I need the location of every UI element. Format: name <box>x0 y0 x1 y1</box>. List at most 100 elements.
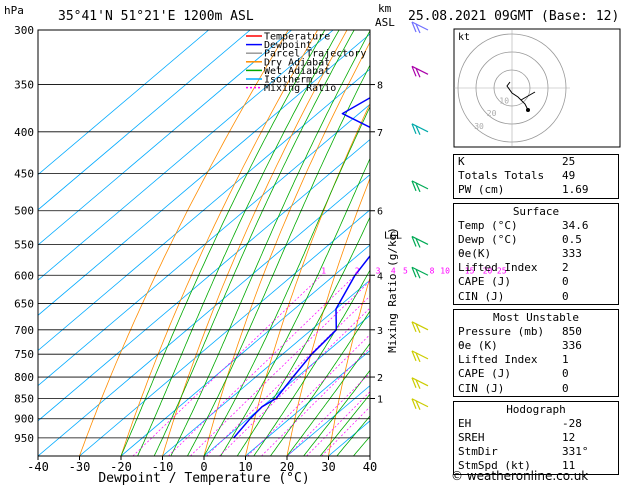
surface-label: CAPE (J) <box>458 275 511 289</box>
wind-barbs <box>411 21 429 410</box>
most-unstable-label: CAPE (J) <box>458 367 511 381</box>
location-title: 35°41'N 51°21'E 1200m ASL <box>58 9 254 24</box>
pressure-tick-label: 850 <box>14 392 34 405</box>
pressure-tick-label: 300 <box>14 24 34 37</box>
surface-value: 0 <box>562 275 569 289</box>
surface-row: CAPE (J) 0 <box>454 275 618 289</box>
surface-value: 2 <box>562 261 569 275</box>
mixing-ratio-label: 1 <box>321 266 326 275</box>
index-label: K <box>458 155 465 168</box>
legend-label: Wet Adiabat <box>264 66 330 77</box>
wind-barb-shaft <box>411 350 429 360</box>
hodograph-stat-label: SREH <box>458 431 485 445</box>
surface-row: θe(K) 333 <box>454 247 618 261</box>
wet-adiabat-line <box>319 393 370 456</box>
most-unstable-value: 336 <box>562 339 582 353</box>
wind-barb-shaft <box>411 180 429 190</box>
wind-barb-flag <box>415 182 421 193</box>
hodograph-ring-label: 30 <box>474 122 484 131</box>
isotherm-line <box>162 279 370 456</box>
most-unstable-label: θe (K) <box>458 339 498 353</box>
dry-adiabat-line <box>79 30 289 456</box>
mixing-ratio-label: 10 <box>440 266 450 275</box>
index-row: K 25 <box>454 155 618 169</box>
wind-barb-shaft <box>411 266 429 276</box>
wind-barb-shaft <box>411 235 429 246</box>
wind-barb-flag <box>411 180 417 192</box>
wind-barb-flag <box>415 238 421 248</box>
isotherm-line <box>38 33 370 316</box>
wind-barb-shaft <box>411 123 429 133</box>
hodograph-stat-value: 11 <box>562 459 576 473</box>
hodograph-stat-label: StmDir <box>458 445 498 459</box>
wind-barb-shaft <box>411 377 429 387</box>
lcl-label: LCL <box>384 230 402 241</box>
asl-label: ASL <box>375 16 395 29</box>
wind-barb-flag <box>415 125 421 136</box>
hodograph-unit-label: kt <box>458 32 470 43</box>
most-unstable-value: 0 <box>562 381 569 395</box>
most-unstable-value: 850 <box>562 324 582 338</box>
isotherm-line <box>38 30 292 246</box>
wind-barb-flag <box>415 352 421 363</box>
surface-title: Surface <box>512 204 560 218</box>
pressure-tick-label: 400 <box>14 126 34 139</box>
km-label: km <box>378 2 392 15</box>
hodograph-stat-value: -28 <box>562 416 582 430</box>
wind-barb-shaft <box>411 65 429 75</box>
indices-box: K 25 Totals Totals 49 PW (cm) 1.69 <box>453 154 619 199</box>
surface-box: Surface Temp (°C) 34.6 Dewp (°C) 0.5 θe(K) 33… <box>453 202 619 305</box>
km-tick-label: 1 <box>377 394 383 405</box>
legend-label: Mixing Ratio <box>264 83 336 94</box>
mixing-ratio-label: 3 <box>376 266 381 275</box>
most-unstable-row: CIN (J) 0 <box>454 382 618 396</box>
wind-barb-flag <box>415 68 421 78</box>
most-unstable-title: Most Unstable <box>492 310 580 324</box>
isotherm-line <box>38 30 209 176</box>
surface-row: CIN (J) 0 <box>454 290 618 304</box>
pressure-tick-label: 650 <box>14 298 34 311</box>
surface-label: Lifted Index <box>458 261 538 275</box>
hodograph-stat-row: StmDir 331° <box>454 445 618 459</box>
most-unstable-row: CAPE (J) 0 <box>454 367 618 381</box>
wind-barb-flag <box>411 236 417 247</box>
mixing-ratio-line <box>206 295 370 456</box>
mixing-ratio-line <box>247 334 370 456</box>
isotherm-line <box>79 209 370 456</box>
mixing-ratio-label: 8 <box>430 266 435 275</box>
surface-value: 34.6 <box>562 218 589 232</box>
x-tick-label: -40 <box>27 460 49 474</box>
wet-adiabat-line <box>286 342 370 456</box>
x-tick-label: -30 <box>69 460 91 474</box>
mixing-ratio-line <box>168 275 356 456</box>
indices-panel: K 25 Totals Totals 49 PW (cm) 1.69 Surface Te… <box>453 154 619 479</box>
mixing-ratio-labels: 1 2 3 4 5 8 10 15 20 25 <box>321 266 507 275</box>
wind-barb-shaft <box>411 21 429 31</box>
isotherm-line <box>203 314 370 456</box>
pressure-tick-label: 900 <box>14 413 34 426</box>
hodograph-table-title: Hodograph <box>506 402 566 416</box>
most-unstable-label: Pressure (mb) <box>458 324 545 338</box>
hodograph-ring-label: 10 <box>499 97 509 106</box>
wind-barb-flag <box>411 66 417 77</box>
wind-barb-flag <box>415 269 421 279</box>
hodograph-storm-dot <box>526 108 530 112</box>
index-label: PW (cm) <box>458 183 505 197</box>
wind-barb-flag <box>411 267 417 278</box>
wind-barb-flag <box>411 398 417 409</box>
hodograph-stat-row: SREH 12 <box>454 431 618 445</box>
wind-barb-flag <box>411 350 417 362</box>
mixing-ratio-label: 2 <box>355 266 360 275</box>
date-title: 25.08.2021 09GMT (Base: 12) <box>408 9 619 24</box>
isotherm-line <box>38 174 370 456</box>
surface-row: Dewp (°C) 0.5 <box>454 233 618 247</box>
isotherm-line <box>38 30 251 211</box>
mixing-ratio-label: 25 <box>497 266 507 275</box>
surface-label: CIN (J) <box>458 289 505 303</box>
mixing-ratio-axis-title: Mixing Ratio (g/kg) <box>386 227 399 353</box>
hodograph-stat-value: 331° <box>562 445 589 459</box>
km-tick-label: 2 <box>377 373 383 384</box>
surface-value: 333 <box>562 247 582 261</box>
